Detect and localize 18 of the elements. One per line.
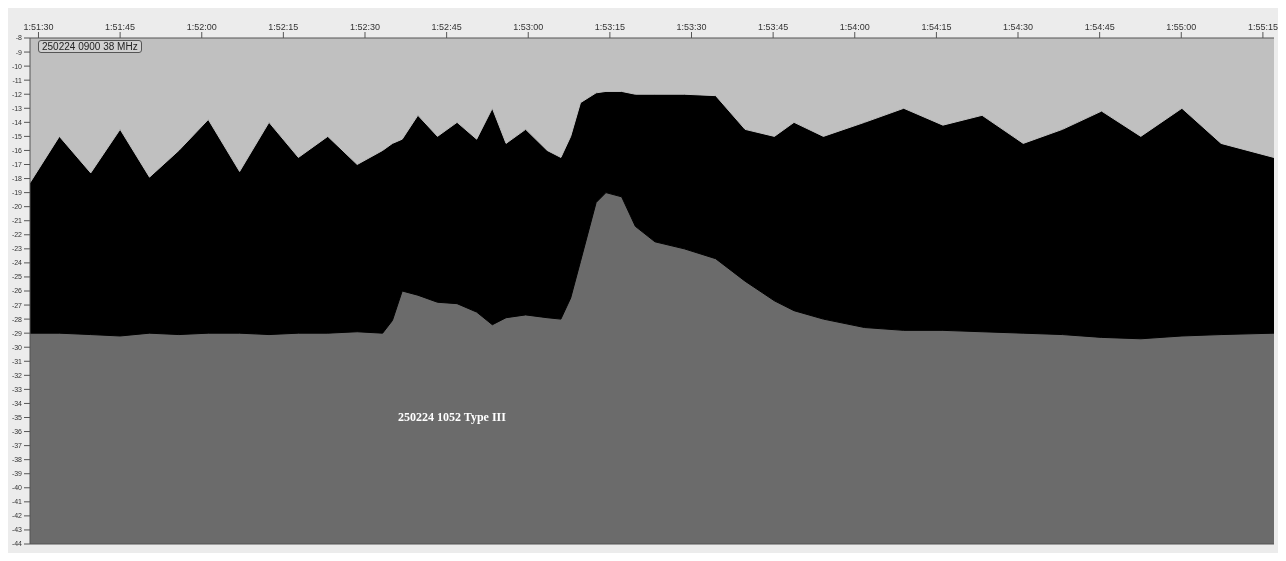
- x-tick-label: 1:54:15: [921, 22, 952, 32]
- x-tick-label: 1:51:45: [105, 22, 136, 32]
- x-tick-label: 1:52:30: [349, 22, 381, 32]
- x-tick-label: 1:53:30: [676, 22, 707, 32]
- x-tick-label: 1:51:30: [23, 22, 54, 32]
- x-tick-label: 1:55:00: [1166, 22, 1197, 32]
- x-tick-label: 1:52:45: [431, 22, 462, 32]
- x-tick-label: 1:53:45: [758, 22, 789, 32]
- x-tick-label: 1:53:15: [594, 22, 625, 32]
- x-tick-label: 1:54:00: [839, 22, 870, 32]
- x-tick-label: 1:55:15: [1247, 22, 1278, 32]
- annotation: 250224 1052 Type III: [398, 410, 506, 425]
- x-tick-label: 1:53:00: [513, 22, 544, 32]
- x-tick-label: 1:52:00: [186, 22, 217, 32]
- chart-title: 250224 0900 38 MHz: [38, 40, 142, 53]
- x-tick-label: 1:54:30: [1002, 22, 1034, 32]
- x-tick-label: 1:52:15: [268, 22, 299, 32]
- x-tick-label: 1:54:45: [1084, 22, 1115, 32]
